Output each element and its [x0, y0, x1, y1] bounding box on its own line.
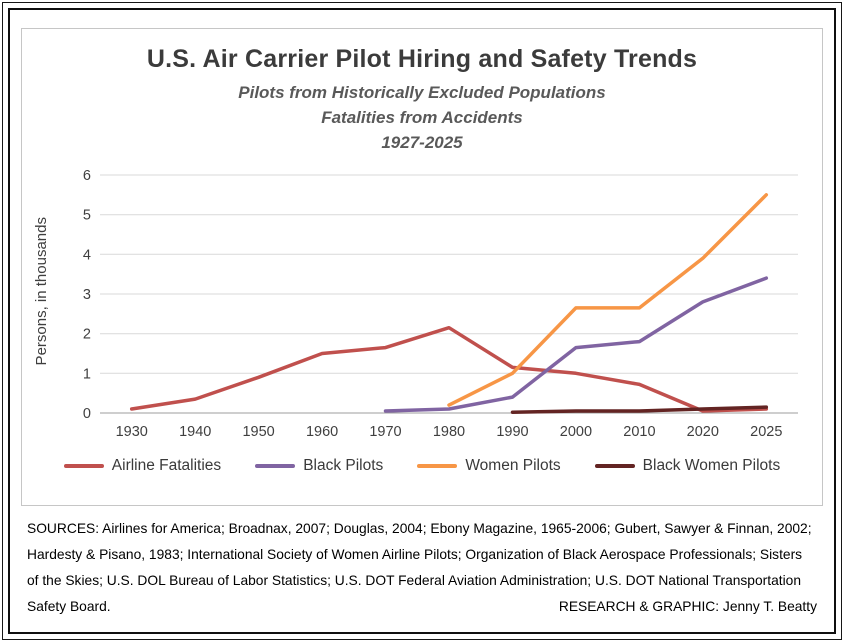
plot-area: Persons, in thousands 0 1 2 3 4 5 6 1930 1940 195…	[22, 165, 822, 443]
legend-item-women-pilots: Women Pilots	[417, 457, 561, 475]
svg-text:2025: 2025	[750, 424, 782, 440]
svg-text:3: 3	[82, 287, 90, 303]
svg-text:1970: 1970	[369, 424, 401, 440]
legend-label: Airline Fatalities	[111, 457, 222, 474]
chart-title: U.S. Air Carrier Pilot Hiring and Safety…	[146, 45, 698, 73]
svg-text:1: 1	[82, 366, 90, 382]
chart-subtitle-line3: 1927-2025	[381, 133, 463, 152]
legend-label: Women Pilots	[465, 457, 561, 474]
svg-text:2000: 2000	[559, 424, 591, 440]
sources-text: SOURCES: Airlines for America; Broadnax,…	[27, 521, 812, 614]
svg-text:5: 5	[82, 208, 90, 224]
svg-text:4: 4	[82, 247, 90, 263]
legend-label: Black Pilots	[303, 457, 384, 474]
svg-text:1940: 1940	[179, 424, 211, 440]
chart-subtitle-line1: Pilots from Historically Excluded Popula…	[238, 83, 606, 102]
legend-line-swatch-black-pilots	[255, 464, 296, 468]
credit-text: RESEARCH & GRAPHIC: Jenny T. Beatty	[558, 599, 817, 614]
svg-text:1980: 1980	[432, 424, 464, 440]
legend-item-airline-fatalities: Airline Fatalities	[63, 457, 222, 475]
chart-card: U.S. Air Carrier Pilot Hiring and Safety…	[21, 28, 823, 506]
legend-item-black-women-pilots: Black Women Pilots	[594, 457, 781, 475]
legend-item-black-pilots: Black Pilots	[255, 457, 383, 475]
chart-legend: Airline Fatalities Black Pilots Women Pi…	[22, 457, 822, 475]
svg-text:2: 2	[82, 327, 90, 343]
legend-line-swatch-women-pilots	[417, 464, 458, 468]
svg-text:2010: 2010	[623, 424, 655, 440]
footer: SOURCES: Airlines for America; Broadnax,…	[21, 516, 823, 620]
svg-text:1950: 1950	[242, 424, 274, 440]
chart-subtitle-line2: Fatalities from Accidents	[321, 108, 523, 127]
y-axis-label: Persons, in thousands	[32, 216, 50, 366]
legend-line-swatch-black-women-pilots	[594, 464, 635, 468]
line-chart: 0 1 2 3 4 5 6 1930 1940 1950 1960 1970 1980 1990 2000 2…	[82, 168, 798, 440]
page-frame: U.S. Air Carrier Pilot Hiring and Safety…	[8, 8, 836, 634]
svg-text:6: 6	[82, 168, 90, 184]
svg-text:1960: 1960	[305, 424, 337, 440]
legend-label: Black Women Pilots	[642, 457, 781, 474]
svg-text:1930: 1930	[115, 424, 147, 440]
svg-text:0: 0	[82, 406, 90, 422]
svg-text:2020: 2020	[686, 424, 718, 440]
svg-text:1990: 1990	[496, 424, 528, 440]
legend-line-swatch-airline-fatalities	[63, 464, 104, 468]
